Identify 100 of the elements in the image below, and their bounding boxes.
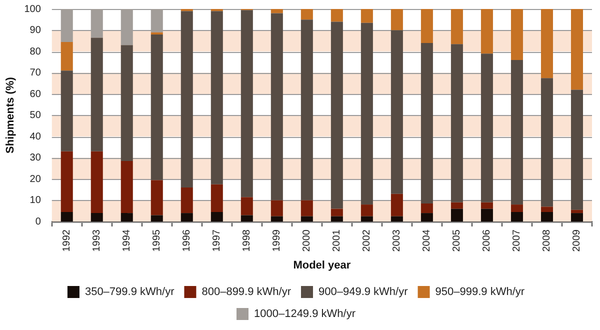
bar (180, 213, 193, 222)
bar (540, 78, 553, 207)
bar (270, 200, 283, 216)
bar (300, 200, 313, 216)
y-tick-label: 40 (30, 131, 42, 142)
bar (330, 9, 343, 22)
y-tick-label: 80 (30, 46, 42, 58)
bar (480, 208, 493, 222)
bar (210, 212, 223, 222)
bar (60, 42, 73, 71)
bar (330, 22, 343, 209)
bar (60, 70, 73, 152)
bar (390, 30, 403, 194)
x-tick-label: 2005 (452, 229, 463, 252)
bar (120, 213, 133, 222)
bar (240, 197, 253, 216)
bar (450, 208, 463, 222)
x-tick-label: 1996 (182, 229, 193, 252)
bar (120, 45, 133, 161)
x-tick-label: 2007 (512, 229, 523, 252)
bar (420, 213, 433, 222)
y-tick-label: 50 (30, 110, 42, 122)
x-tick-label: 1998 (242, 229, 253, 252)
bar (270, 216, 283, 222)
x-tick-label: 2002 (362, 229, 373, 252)
bar (330, 208, 343, 216)
bar (510, 212, 523, 222)
bar (270, 9, 283, 14)
bar (60, 212, 73, 222)
bar (60, 151, 73, 212)
legend-label: 900–949.9 kWh/yr (318, 286, 408, 298)
bar (450, 202, 463, 209)
bar (150, 180, 163, 216)
bar (390, 194, 403, 216)
bar (300, 20, 313, 200)
y-tick-label: 30 (30, 152, 42, 164)
bar (210, 11, 223, 184)
bar (480, 9, 493, 54)
bar (360, 22, 373, 205)
bar (120, 160, 133, 214)
bar (360, 9, 373, 23)
y-axis-title: Shipments (%) (4, 76, 17, 154)
bar (570, 210, 583, 214)
bar (90, 38, 103, 152)
bar (300, 9, 313, 20)
bar (540, 206, 553, 212)
x-tick-label: 2000 (302, 229, 313, 252)
bar (570, 9, 583, 90)
bar (420, 43, 433, 204)
y-tick-label: 10 (30, 195, 42, 206)
bar (210, 184, 223, 212)
bar (420, 9, 433, 44)
legend-label: 350–799.9 kWh/yr (84, 286, 175, 298)
bar (330, 216, 343, 222)
x-tick-label: 2001 (332, 229, 343, 252)
y-tick-label: 90 (30, 25, 42, 36)
x-tick-label: 1997 (212, 229, 223, 252)
y-tick-label: 20 (30, 174, 42, 185)
bar (240, 215, 253, 222)
bar (270, 13, 283, 200)
x-tick-label: 1995 (152, 229, 163, 252)
x-tick-label: 1993 (92, 229, 103, 252)
bar (390, 9, 403, 30)
bar (150, 215, 163, 222)
bar (570, 213, 583, 222)
bar (360, 204, 373, 216)
x-tick-label: 2008 (542, 229, 553, 252)
legend-label: 950–999.9 kWh/yr (435, 286, 525, 298)
bar (510, 9, 523, 60)
x-tick-label: 1992 (62, 229, 73, 252)
y-tick-label: 70 (30, 68, 42, 79)
bar (90, 151, 103, 214)
legend-label: 800–899.9 kWh/yr (202, 286, 292, 298)
x-tick-label: 2004 (422, 229, 433, 252)
x-tick-label: 2003 (392, 229, 403, 252)
bar (570, 90, 583, 210)
x-tick-label: 1994 (122, 229, 133, 252)
bar (300, 216, 313, 222)
bar (240, 10, 253, 198)
bar (150, 32, 163, 35)
y-tick-label: 60 (30, 88, 42, 100)
x-axis-title: Model year (293, 259, 352, 272)
bar (390, 216, 403, 222)
bar (510, 204, 523, 212)
bar (510, 60, 523, 205)
bar (480, 202, 493, 209)
bar (180, 11, 193, 188)
y-tick-label: 0 (35, 216, 42, 228)
bar (180, 188, 193, 214)
legend-label: 1000–1249.9 kWh/yr (254, 308, 356, 320)
bar (540, 212, 553, 222)
bar (360, 216, 373, 222)
bar (480, 54, 493, 202)
x-tick-label: 1999 (272, 229, 283, 252)
bar (540, 9, 553, 78)
bar (90, 213, 103, 222)
bar (150, 34, 163, 180)
bar (450, 9, 463, 44)
x-tick-label: 2009 (572, 229, 583, 252)
bar (450, 44, 463, 202)
